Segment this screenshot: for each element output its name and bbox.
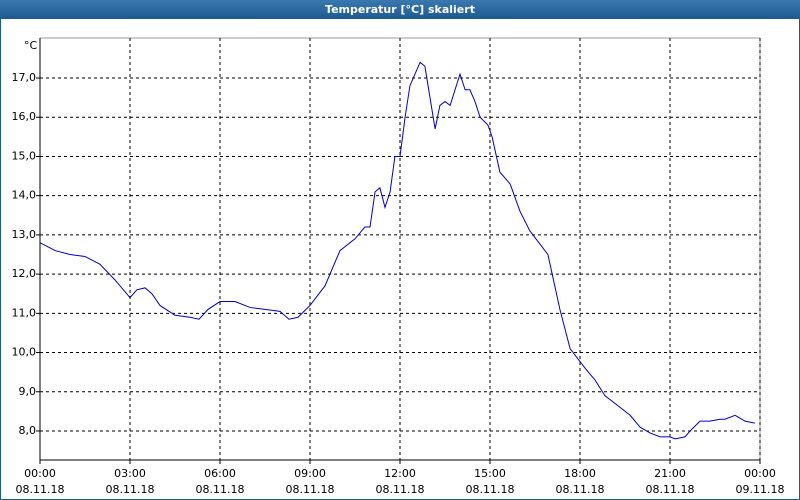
y-tick-label: 11,0 xyxy=(12,306,37,319)
y-tick-label: 8,0 xyxy=(19,424,37,437)
x-tick-label: 00:00 xyxy=(744,467,776,480)
x-tick-date: 08.11.18 xyxy=(286,483,335,496)
y-tick-label: 10,0 xyxy=(12,346,37,359)
y-tick-label: 14,0 xyxy=(12,189,37,202)
x-tick-label: 18:00 xyxy=(564,467,596,480)
title-bar xyxy=(0,0,800,19)
temperature-line xyxy=(39,61,755,440)
x-tick-date: 08.11.18 xyxy=(556,483,605,496)
x-tick-label: 06:00 xyxy=(204,467,236,480)
x-tick-label: 09:00 xyxy=(294,467,326,480)
x-tick-label: 03:00 xyxy=(114,467,146,480)
y-tick-label: 15,0 xyxy=(12,149,37,162)
y-tick-label: 16,0 xyxy=(12,110,37,123)
x-tick-date: 09.11.18 xyxy=(736,483,785,496)
x-tick-label: 21:00 xyxy=(654,467,686,480)
x-tick-date: 08.11.18 xyxy=(16,483,65,496)
y-tick-label: 12,0 xyxy=(12,267,37,280)
y-tick-label: 13,0 xyxy=(12,228,37,241)
y-tick-label: 17,0 xyxy=(12,71,37,84)
chart-title: Temperatur [°C] skaliert xyxy=(325,3,475,16)
x-tick-date: 08.11.18 xyxy=(106,483,155,496)
y-unit-label: °C xyxy=(24,39,38,52)
x-tick-date: 08.11.18 xyxy=(376,483,425,496)
x-tick-label: 12:00 xyxy=(384,467,416,480)
x-tick-date: 08.11.18 xyxy=(196,483,245,496)
x-tick-label: 00:00 xyxy=(24,467,56,480)
x-tick-label: 15:00 xyxy=(474,467,506,480)
x-tick-date: 08.11.18 xyxy=(646,483,695,496)
y-tick-label: 9,0 xyxy=(19,385,37,398)
x-tick-date: 08.11.18 xyxy=(466,483,515,496)
